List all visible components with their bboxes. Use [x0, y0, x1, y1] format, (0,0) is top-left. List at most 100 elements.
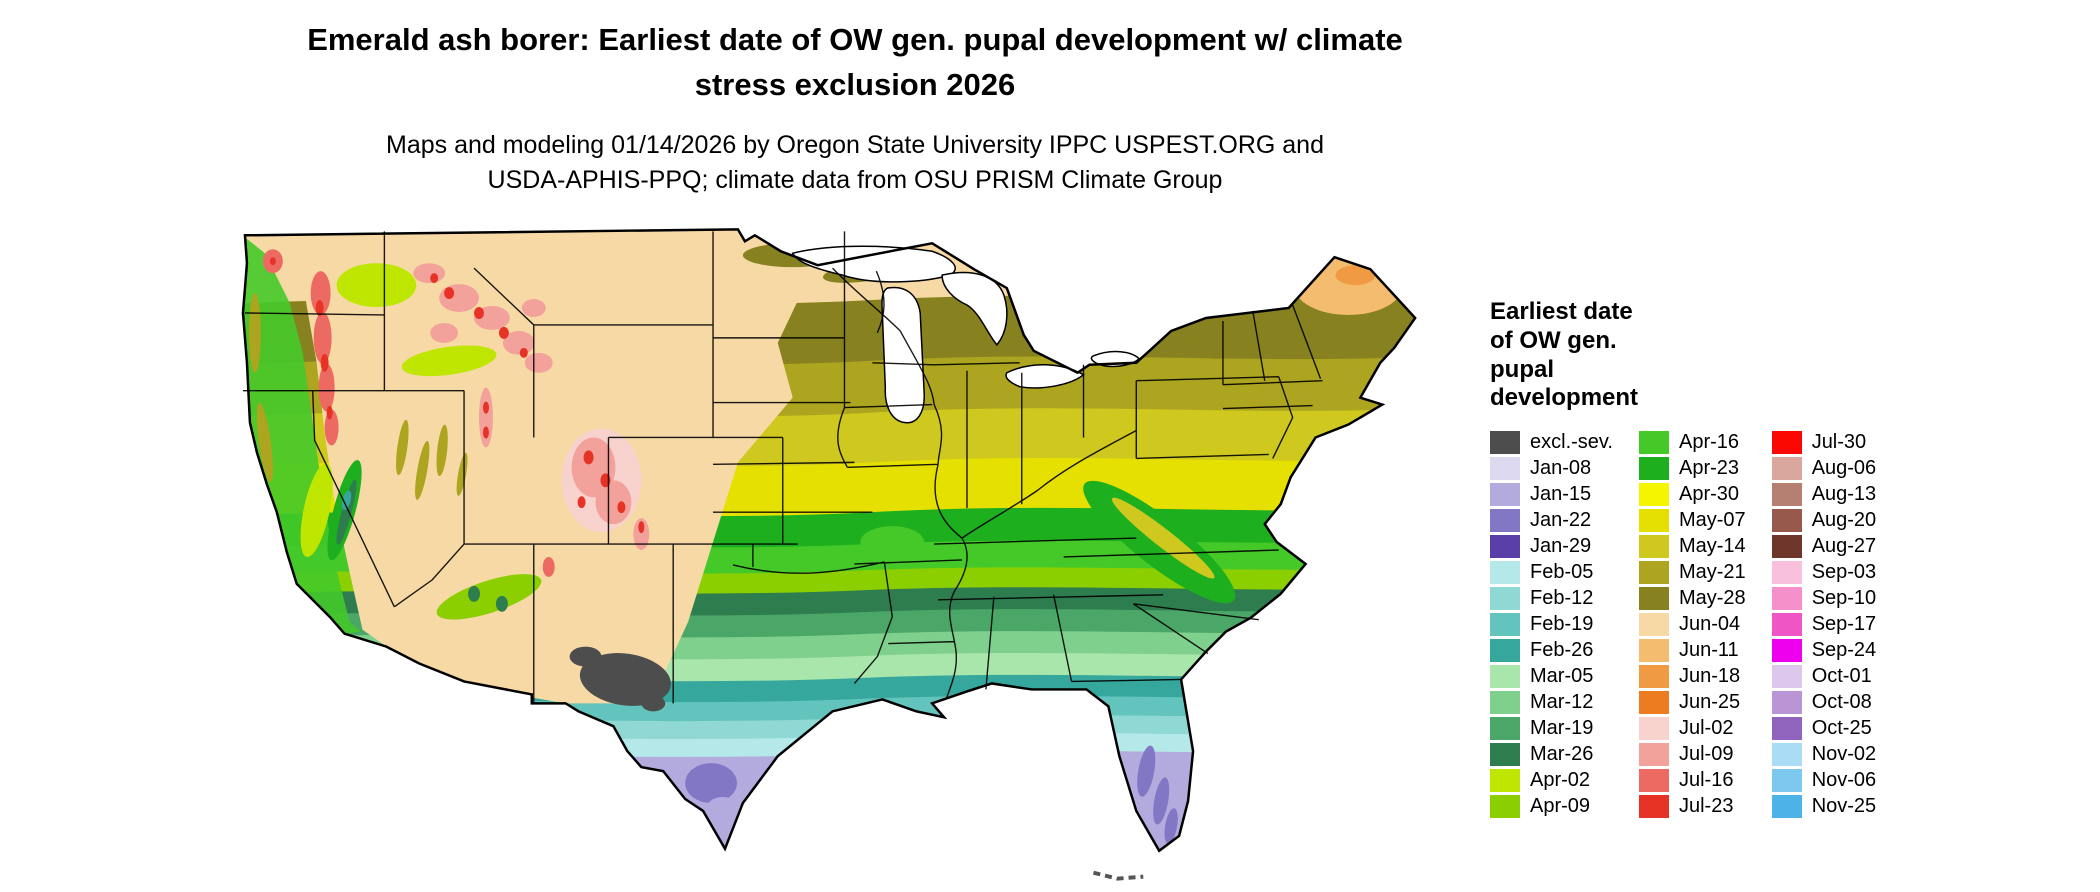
legend-swatch: [1490, 690, 1520, 714]
legend-swatch: [1771, 690, 1802, 714]
legend-swatch: [1638, 638, 1669, 662]
legend-swatch: [1771, 586, 1802, 610]
page-title: Emerald ash borer: Earliest date of OW g…: [307, 22, 1403, 102]
south-texas-purples: [685, 763, 741, 825]
legend-label: Jun-25: [1678, 690, 1741, 713]
legend-swatch: [1771, 742, 1802, 766]
legend-label: May-28: [1678, 586, 1746, 609]
legend-column-1: excl.-sev. Jan-08 Jan-15 Jan-22 Jan-29 Feb-05…: [1490, 429, 1613, 819]
florida-keys: [1092, 870, 1144, 881]
page-subtitle: Maps and modeling 01/14/2026 by Oregon S…: [386, 130, 1324, 194]
legend-swatch: [1490, 716, 1520, 740]
legend-label: May-14: [1678, 534, 1746, 557]
legend-swatch: [1490, 768, 1520, 792]
legend-swatch: [1771, 612, 1802, 636]
legend-swatch: [1490, 742, 1520, 766]
legend-row: Apr-23: [1638, 455, 1746, 481]
us-choropleth-map: [235, 212, 1450, 892]
legend-label: Jul-23: [1678, 794, 1734, 817]
legend-row: Apr-16: [1638, 429, 1746, 455]
legend-label: Jan-29: [1530, 534, 1592, 557]
legend-row: Jan-08: [1490, 455, 1613, 481]
legend-swatch: [1490, 508, 1520, 532]
legend-swatch: [1638, 664, 1669, 688]
legend-label: Feb-26: [1530, 638, 1594, 661]
legend-label: Feb-12: [1530, 586, 1594, 609]
legend-row: Mar-26: [1490, 741, 1613, 767]
legend-swatch: [1490, 794, 1520, 818]
legend-row: Aug-20: [1771, 507, 1877, 533]
legend-row: Jul-30: [1771, 429, 1877, 455]
sierra-teal: [341, 490, 352, 510]
legend-swatch: [1490, 586, 1520, 610]
legend-swatch: [1490, 560, 1520, 584]
band-feb12: [242, 713, 1416, 851]
legend-label: Jan-08: [1530, 456, 1592, 479]
legend-row: Nov-06: [1771, 767, 1877, 793]
legend-swatch: [1771, 430, 1802, 454]
legend-swatch: [1638, 742, 1669, 766]
legend-row: May-14: [1638, 533, 1746, 559]
us-outline: [241, 228, 1417, 853]
legend-row: May-28: [1638, 585, 1746, 611]
header: Emerald ash borer: Earliest date of OW g…: [0, 18, 1710, 198]
west-interior-tan: [289, 229, 798, 704]
legend-row: Jun-18: [1638, 663, 1746, 689]
legend-label: Aug-20: [1811, 508, 1877, 531]
legend-row: Jan-15: [1490, 481, 1613, 507]
legend-row: Oct-25: [1771, 715, 1877, 741]
legend-label: Sep-10: [1811, 586, 1877, 609]
legend-swatch: [1771, 664, 1802, 688]
legend-swatch: [1771, 638, 1802, 662]
cascade-crimson-dots: [269, 257, 333, 420]
northern-rockies-red-dots: [430, 273, 645, 534]
legend-row: Aug-06: [1771, 455, 1876, 481]
legend-label: Sep-03: [1811, 560, 1877, 583]
legend-swatch: [1638, 794, 1669, 818]
legend-row: Apr-02: [1490, 767, 1613, 793]
legend-row: Jul-23: [1638, 793, 1746, 819]
legend-row: Feb-26: [1490, 637, 1613, 663]
legend-row: Apr-30: [1638, 481, 1746, 507]
legend-label: Oct-25: [1811, 716, 1872, 739]
mogollon-darkgreen-dots: [468, 585, 508, 612]
band-jan15: [242, 749, 1416, 851]
legend-label: Jan-15: [1530, 482, 1592, 505]
columbia-snake-chartreuse: [300, 263, 497, 558]
legend-row: Sep-17: [1771, 611, 1876, 637]
legend-row: Oct-08: [1771, 689, 1877, 715]
legend-swatch: [1638, 586, 1669, 610]
legend-row: Nov-25: [1771, 793, 1877, 819]
appalachian-olive-ridge: [1111, 497, 1215, 579]
legend-row: Jul-16: [1638, 767, 1746, 793]
legend-row: Feb-05: [1490, 559, 1613, 585]
legend-swatch: [1771, 482, 1802, 506]
legend-label: Sep-24: [1811, 638, 1877, 661]
legend-column-2: Apr-16 Apr-23 Apr-30 May-07 May-14 May-21 May-…: [1638, 429, 1746, 819]
legend-swatch: [1490, 534, 1520, 558]
legend-swatch: [1638, 716, 1669, 740]
legend-swatch: [1638, 430, 1669, 454]
legend-label: Mar-12: [1530, 690, 1594, 713]
legend-label: Nov-06: [1811, 768, 1877, 791]
ozark-green: [860, 526, 925, 558]
legend-swatch: [1490, 664, 1520, 688]
legend-swatch: [1638, 534, 1669, 558]
legend-label: May-21: [1678, 560, 1746, 583]
legend-label: Mar-26: [1530, 742, 1594, 765]
legend-swatch: [1638, 768, 1669, 792]
legend-label: Apr-30: [1678, 482, 1740, 505]
florida-purple-streaks: [1137, 745, 1178, 844]
legend-swatch: [1490, 638, 1520, 662]
legend-label: Apr-16: [1678, 430, 1740, 453]
legend-label: Aug-27: [1811, 534, 1877, 557]
legend-label: Nov-25: [1811, 794, 1877, 817]
mogollon-rim-green: [436, 574, 542, 620]
excluded-severe-region: [569, 646, 671, 712]
legend-label: Jul-16: [1678, 768, 1734, 791]
legend-swatch: [1638, 612, 1669, 636]
legend-row: Jun-25: [1638, 689, 1746, 715]
legend-swatch: [1771, 534, 1802, 558]
adirondack-olive: [1192, 322, 1240, 359]
legend-row: Jan-22: [1490, 507, 1613, 533]
